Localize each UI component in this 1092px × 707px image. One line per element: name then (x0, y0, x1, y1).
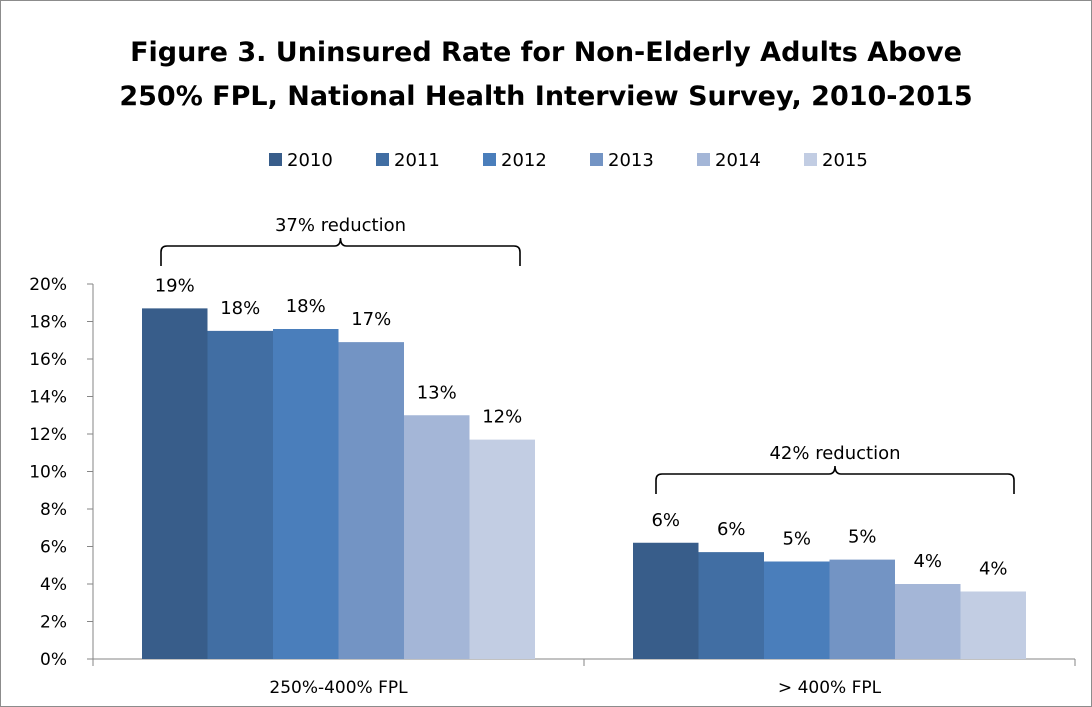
legend-label-2014: 2014 (715, 150, 761, 171)
bar-2010 (142, 308, 208, 659)
bar-2014 (404, 415, 470, 659)
data-label: 4% (913, 551, 942, 572)
y-tick-label: 6% (40, 538, 67, 558)
legend-swatch-2010 (269, 153, 282, 166)
y-tick-label: 16% (29, 350, 67, 370)
legend-swatch-2012 (483, 153, 496, 166)
legend-label-2010: 2010 (287, 150, 333, 171)
y-tick-label: 2% (40, 613, 67, 633)
chart-title-line-1: Figure 3. Uninsured Rate for Non-Elderly… (130, 37, 962, 68)
bar-2011 (698, 552, 764, 659)
legend-swatch-2013 (590, 153, 603, 166)
data-label: 19% (155, 275, 195, 296)
bar-2012 (764, 561, 830, 659)
bars: 19% 18% 18% 17% 13% 12% 6% 6% 5% 5% 4% 4% (142, 275, 1026, 659)
category-label: 250%-400% FPL (269, 678, 408, 698)
legend-label-2012: 2012 (501, 150, 547, 171)
reduction-braces: 37% reduction 42% reduction (160, 215, 1015, 494)
reduction-brace (655, 465, 1015, 494)
data-label: 17% (351, 309, 391, 330)
bar-2013 (829, 559, 895, 659)
data-label: 6% (651, 510, 680, 531)
legend-swatch-2014 (697, 153, 710, 166)
data-label: 5% (782, 529, 811, 550)
legend-label-2011: 2011 (394, 150, 440, 171)
bar-2011 (207, 330, 273, 659)
bar-2015 (469, 439, 535, 659)
y-tick-label: 10% (29, 463, 67, 483)
bar-2013 (338, 342, 404, 659)
category-label: > 400% FPL (778, 678, 882, 698)
reduction-label: 37% reduction (275, 215, 406, 236)
legend-swatch-2015 (804, 153, 817, 166)
reduction-label: 42% reduction (769, 443, 900, 464)
y-tick-label: 4% (40, 575, 67, 595)
legend: 2010 2011 2012 2013 2014 2015 (269, 150, 868, 171)
data-label: 5% (848, 527, 877, 548)
legend-label-2013: 2013 (608, 150, 654, 171)
reduction-brace (160, 237, 521, 266)
data-label: 13% (417, 382, 457, 403)
bar-2010 (633, 542, 699, 659)
bar-2012 (273, 329, 339, 659)
legend-swatch-2011 (376, 153, 389, 166)
data-label: 18% (220, 298, 260, 319)
axes: 0% 2% 4% 6% 8% 10% 12% 14% 16% 18% 20% 250%-400% FP… (29, 275, 1076, 698)
y-tick-label: 20% (29, 275, 67, 295)
data-label: 4% (979, 559, 1008, 580)
chart-title-line-2: 250% FPL, National Health Interview Surv… (119, 81, 972, 112)
data-label: 12% (482, 407, 522, 428)
y-tick-label: 18% (29, 313, 67, 333)
bar-2014 (895, 584, 961, 659)
bar-2015 (960, 591, 1026, 659)
legend-label-2015: 2015 (822, 150, 868, 171)
y-tick-label: 14% (29, 388, 67, 408)
y-tick-label: 0% (40, 650, 67, 670)
data-label: 6% (717, 519, 746, 540)
y-tick-label: 8% (40, 500, 67, 520)
y-tick-label: 12% (29, 425, 67, 445)
data-label: 18% (286, 296, 326, 317)
